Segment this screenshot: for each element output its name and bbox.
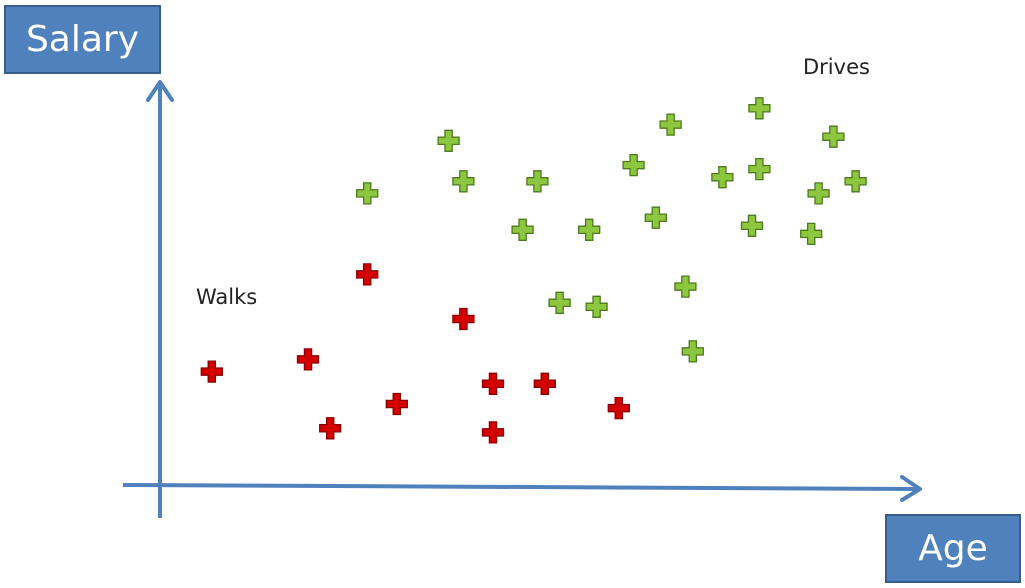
- point-drives: [511, 218, 534, 241]
- point-drives: [748, 97, 771, 120]
- point-walks: [607, 396, 630, 420]
- axes: [122, 80, 922, 518]
- point-drives: [748, 157, 771, 181]
- point-drives: [452, 170, 475, 193]
- point-drives: [437, 129, 460, 152]
- point-drives: [644, 206, 667, 229]
- point-walks: [296, 348, 320, 371]
- point-drives: [578, 218, 601, 241]
- x-axis-label: Age: [885, 514, 1021, 583]
- point-drives: [674, 275, 697, 298]
- x-axis-line: [122, 483, 919, 491]
- point-walks: [533, 372, 556, 395]
- x-axis-arrowhead: [900, 475, 922, 502]
- point-drives: [822, 125, 845, 148]
- y-axis-arrowhead: [146, 80, 174, 102]
- point-walks: [356, 263, 379, 286]
- series-label-walks: Walks: [196, 285, 258, 309]
- point-drives: [844, 170, 867, 193]
- point-walks: [481, 421, 505, 444]
- point-drives: [356, 182, 379, 205]
- series-label-drives: Drives: [803, 55, 870, 79]
- point-walks: [452, 307, 475, 331]
- point-drives: [622, 153, 645, 177]
- point-drives: [807, 182, 830, 205]
- point-drives: [526, 170, 549, 193]
- point-drives: [548, 291, 571, 314]
- point-drives: [711, 166, 734, 189]
- point-walks: [319, 417, 342, 440]
- point-drives: [585, 295, 608, 318]
- point-walks: [200, 360, 223, 383]
- point-drives: [681, 340, 704, 363]
- point-drives: [659, 113, 682, 136]
- y-axis-label: Salary: [4, 5, 161, 74]
- point-drives: [800, 222, 823, 246]
- point-walks: [385, 392, 408, 416]
- data-points: [200, 97, 867, 444]
- point-drives: [740, 214, 764, 237]
- point-walks: [481, 372, 505, 395]
